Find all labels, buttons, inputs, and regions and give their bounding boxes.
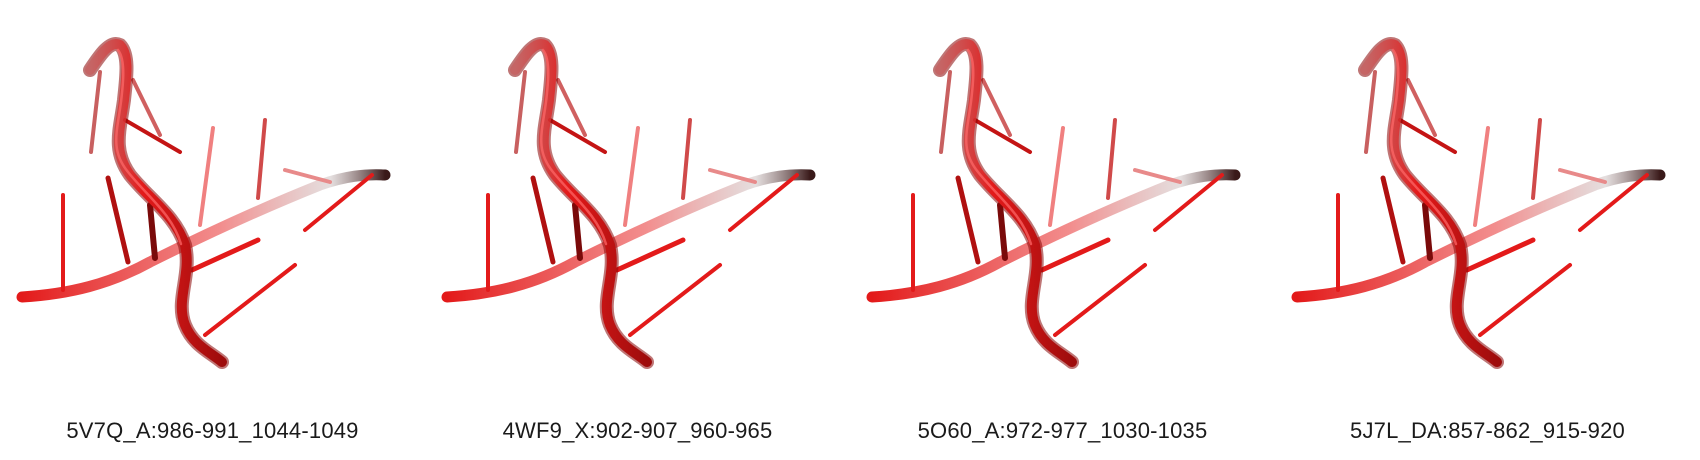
base-pair-stick [256, 118, 267, 200]
base-pair-stick [1398, 118, 1457, 154]
structure-panel-1: 5V7Q_A:986-991_1044-1049 [0, 0, 425, 460]
structure-panel-4: 5J7L_DA:857-862_915-920 [1275, 0, 1700, 460]
base-pair-stick [189, 237, 261, 273]
structure-label: 5V7Q_A:986-991_1044-1049 [66, 418, 359, 443]
base-pair-stick [1558, 168, 1607, 184]
base-pair-stick [1039, 237, 1111, 273]
rna-structure-render [866, 37, 1241, 369]
base-pair-stick [89, 70, 102, 154]
base-pair-stick [981, 78, 1012, 137]
structure-panel-2: 4WF9_X:902-907_960-965 [425, 0, 850, 460]
base-pair-stick [303, 173, 374, 232]
base-pair-stick [939, 70, 952, 154]
rna-structure-render [1291, 37, 1666, 369]
base-pair-stick [1106, 118, 1117, 200]
backbone-strand-far [441, 169, 816, 303]
base-pair-stick [283, 168, 332, 184]
base-pair-stick [1053, 263, 1147, 337]
base-pair-stick [1478, 263, 1572, 337]
base-pair-stick [514, 70, 527, 154]
base-pair-stick [628, 263, 722, 337]
base-pair-sticks [911, 70, 1224, 337]
base-pair-stick [1578, 173, 1649, 232]
base-pair-stick [728, 173, 799, 232]
structure-label: 4WF9_X:902-907_960-965 [502, 418, 773, 443]
base-pair-sticks [61, 70, 374, 337]
base-pair-stick [123, 118, 182, 154]
backbone-highlight [1390, 48, 1458, 246]
backbone-highlight [115, 48, 183, 246]
base-pair-stick [131, 78, 162, 137]
base-pair-stick [556, 78, 587, 137]
base-pair-stick [955, 175, 981, 265]
base-pair-stick [623, 126, 640, 227]
base-pair-stick [1473, 126, 1490, 227]
base-pair-stick [1464, 237, 1536, 273]
backbone-strand-far [866, 169, 1241, 303]
base-pair-stick [548, 118, 607, 154]
backbone-highlight [965, 48, 1033, 246]
base-pair-stick [997, 202, 1008, 261]
base-pair-stick [1048, 126, 1065, 227]
backbone-strand-far [1291, 169, 1666, 303]
base-pair-stick [681, 118, 692, 200]
structure-label: 5J7L_DA:857-862_915-920 [1350, 418, 1625, 443]
base-pair-stick [1531, 118, 1542, 200]
base-pair-stick [1133, 168, 1182, 184]
base-pair-stick [1406, 78, 1437, 137]
structure-label: 5O60_A:972-977_1030-1035 [917, 418, 1208, 443]
base-pair-sticks [486, 70, 799, 337]
base-pair-stick [203, 263, 297, 337]
base-pair-stick [1380, 175, 1406, 265]
base-pair-stick [614, 237, 686, 273]
base-pair-stick [530, 175, 556, 265]
base-pair-stick [1153, 173, 1224, 232]
base-pair-stick [1422, 202, 1433, 261]
base-pair-sticks [1336, 70, 1649, 337]
base-pair-stick [973, 118, 1032, 154]
base-pair-stick [198, 126, 215, 227]
base-pair-stick [105, 175, 131, 265]
base-pair-stick [147, 202, 158, 261]
structure-panel-3: 5O60_A:972-977_1030-1035 [850, 0, 1275, 460]
rna-structure-render [441, 37, 816, 369]
base-pair-stick [708, 168, 757, 184]
backbone-strand-far [16, 169, 391, 303]
rna-structure-render [16, 37, 391, 369]
base-pair-stick [572, 202, 583, 261]
backbone-highlight [540, 48, 608, 246]
base-pair-stick [1364, 70, 1377, 154]
